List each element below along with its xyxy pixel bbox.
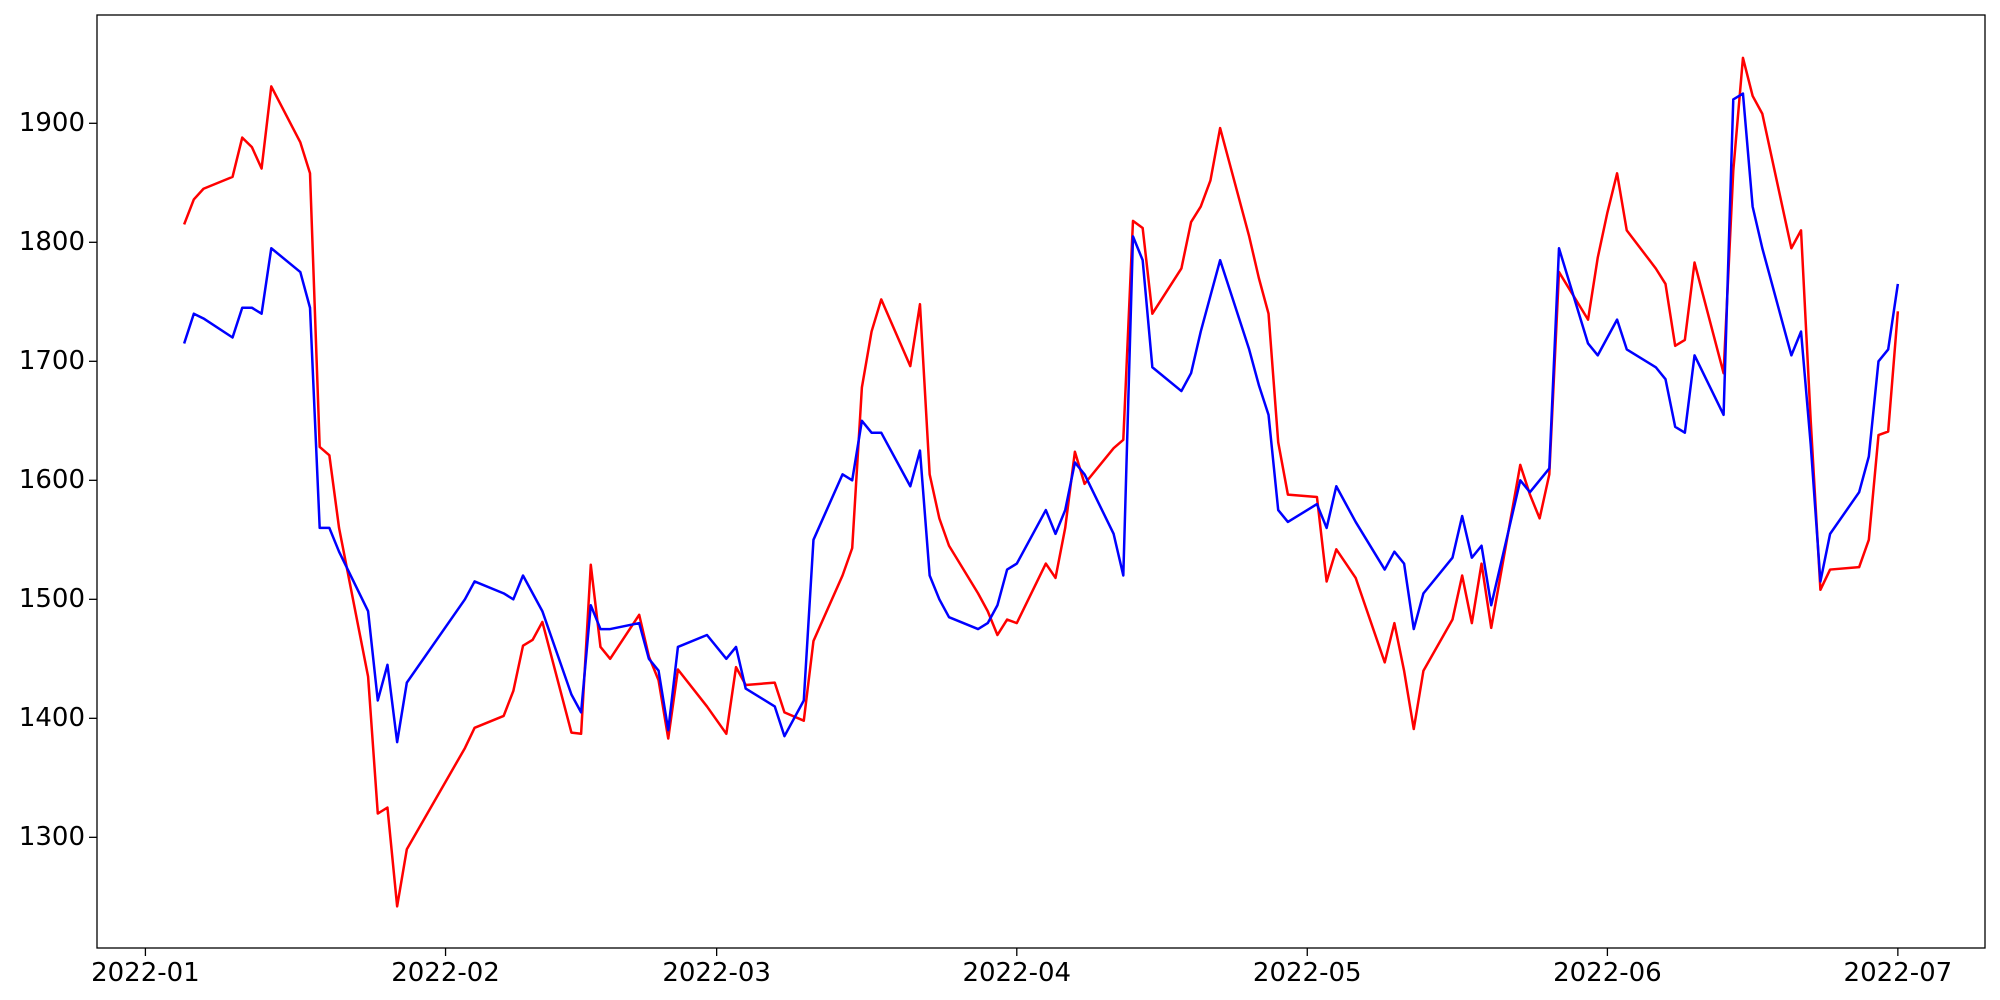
x-tick-label: 2022-03 (662, 958, 771, 988)
plot-frame (96, 14, 1986, 949)
x-tick-label: 2022-02 (391, 958, 500, 988)
y-tick-label: 1500 (19, 584, 85, 614)
y-tick-label: 1300 (19, 822, 85, 852)
y-tick-label: 1600 (19, 465, 85, 495)
x-tick-label: 2022-01 (91, 958, 200, 988)
x-tick-label: 2022-06 (1553, 958, 1662, 988)
y-tick-label: 1400 (19, 703, 85, 733)
line-series (182, 56, 1900, 908)
y-tick-label: 1700 (19, 346, 85, 376)
x-tick-label: 2022-05 (1253, 958, 1362, 988)
x-tick-label: 2022-04 (962, 958, 1071, 988)
y-tick-label: 1900 (19, 108, 85, 138)
line-series (182, 92, 1900, 744)
y-tick-label: 1800 (19, 227, 85, 257)
x-tick-label: 2022-07 (1844, 958, 1953, 988)
